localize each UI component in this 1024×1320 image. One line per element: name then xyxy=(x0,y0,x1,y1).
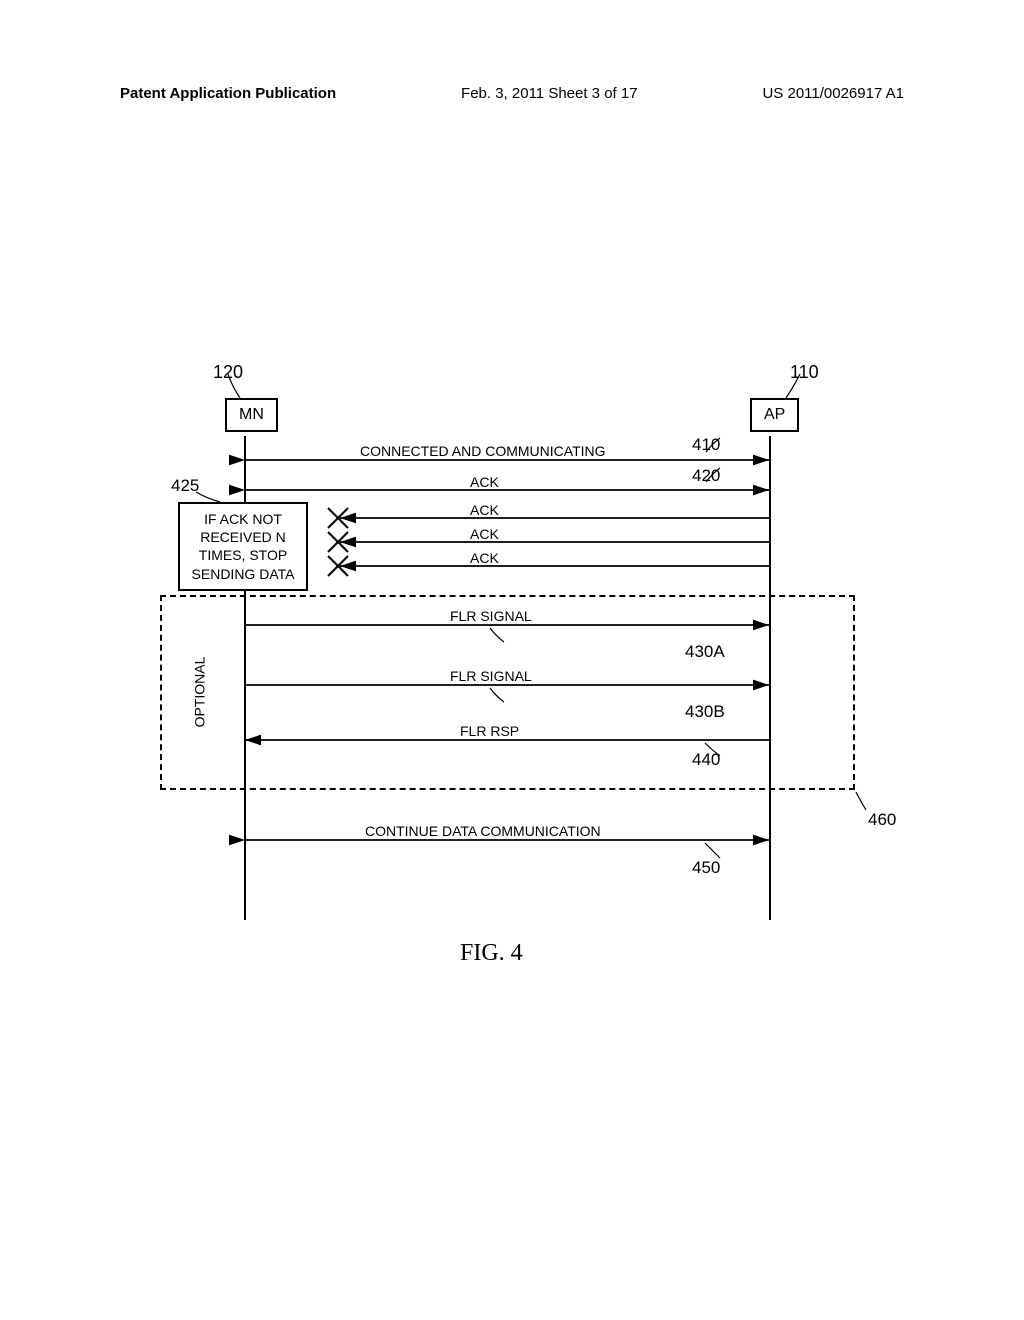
header-number: US 2011/0026917 A1 xyxy=(762,85,904,102)
header-date: Feb. 3, 2011 Sheet 3 of 17 xyxy=(461,85,638,102)
arrows-svg xyxy=(150,380,870,940)
figure-label: FIG. 4 xyxy=(460,940,523,967)
page-header: Patent Application Publication Feb. 3, 2… xyxy=(120,85,904,102)
ref-460: 460 xyxy=(868,810,896,830)
sequence-diagram: 120 110 MN AP 425 IF ACK NOT RECEIVED N … xyxy=(150,380,870,940)
header-pub: Patent Application Publication xyxy=(120,85,336,102)
